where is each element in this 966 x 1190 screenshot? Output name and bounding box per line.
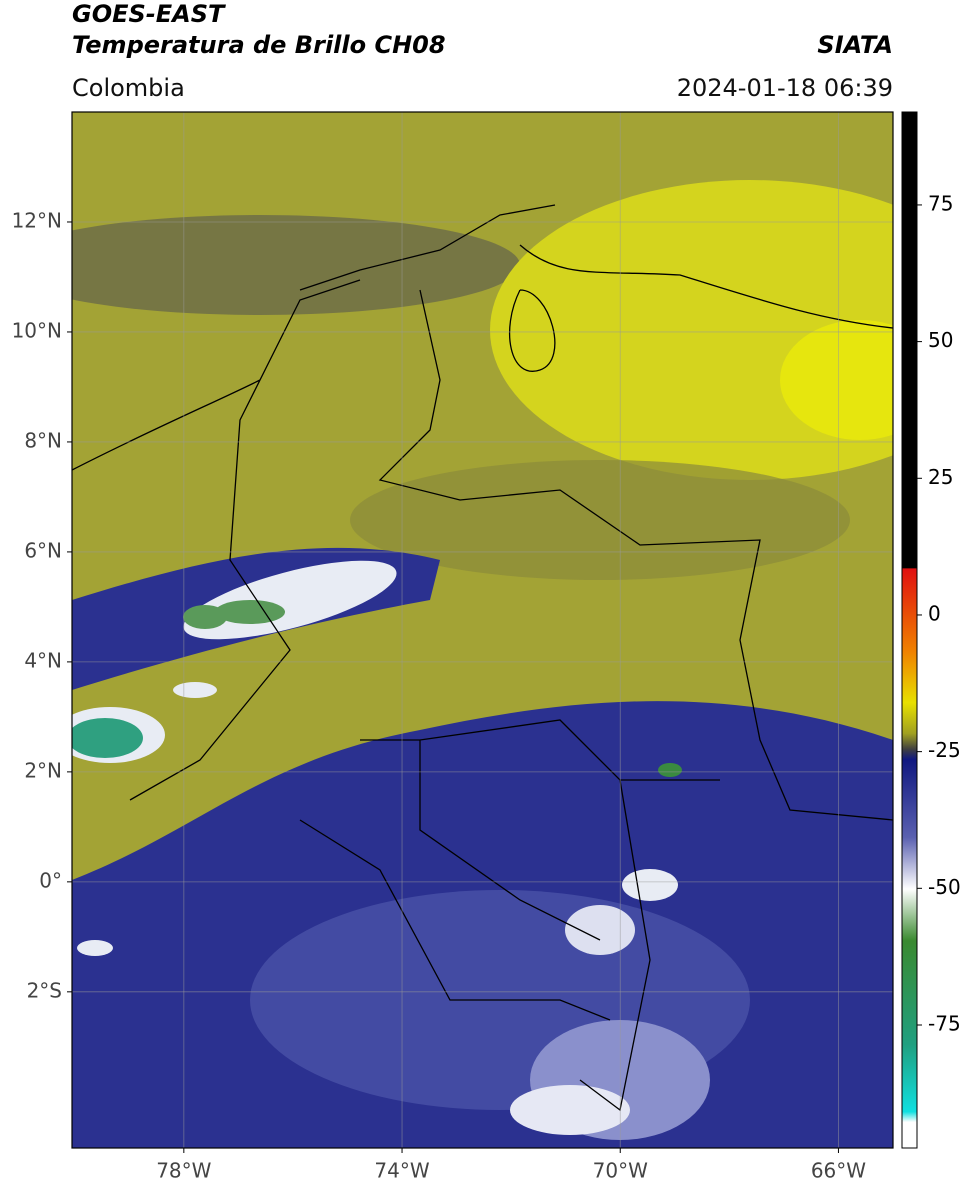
colorbar (901, 111, 918, 1149)
brand: SIATA (817, 31, 893, 59)
subtitle: Temperatura de Brillo CH08 (72, 31, 446, 59)
colorbar-tick-label: 0 (928, 601, 941, 625)
y-tick-label: 0° (39, 868, 62, 892)
y-tick-label: 12°N (12, 208, 62, 232)
colorbar-tick-label: -50 (928, 875, 961, 899)
satellite-image (72, 112, 893, 1148)
colorbar-tick-label: 50 (928, 328, 953, 352)
colorbar-tick-label: -25 (928, 738, 961, 762)
y-tick-label: 10°N (12, 318, 62, 342)
region: Colombia (72, 74, 185, 102)
y-tick-label: 8°N (24, 428, 62, 452)
colorbar-tick-label: -75 (928, 1011, 961, 1035)
x-tick-label: 70°W (593, 1159, 648, 1183)
y-tick-label: 6°N (24, 538, 62, 562)
datetime: 2024-01-18 06:39 (677, 74, 893, 102)
x-tick-label: 66°W (811, 1159, 866, 1183)
x-tick-label: 78°W (156, 1159, 211, 1183)
y-tick-label: 4°N (24, 648, 62, 672)
colorbar-tick-label: 75 (928, 191, 953, 215)
grid-layer (72, 112, 893, 1148)
x-tick-label: 74°W (374, 1159, 429, 1183)
y-tick-label: 2°N (24, 758, 62, 782)
title: GOES-EAST (72, 0, 226, 28)
y-tick-label: 2°S (27, 978, 62, 1002)
colorbar-tick-label: 25 (928, 465, 953, 489)
map-frame (71, 111, 894, 1149)
